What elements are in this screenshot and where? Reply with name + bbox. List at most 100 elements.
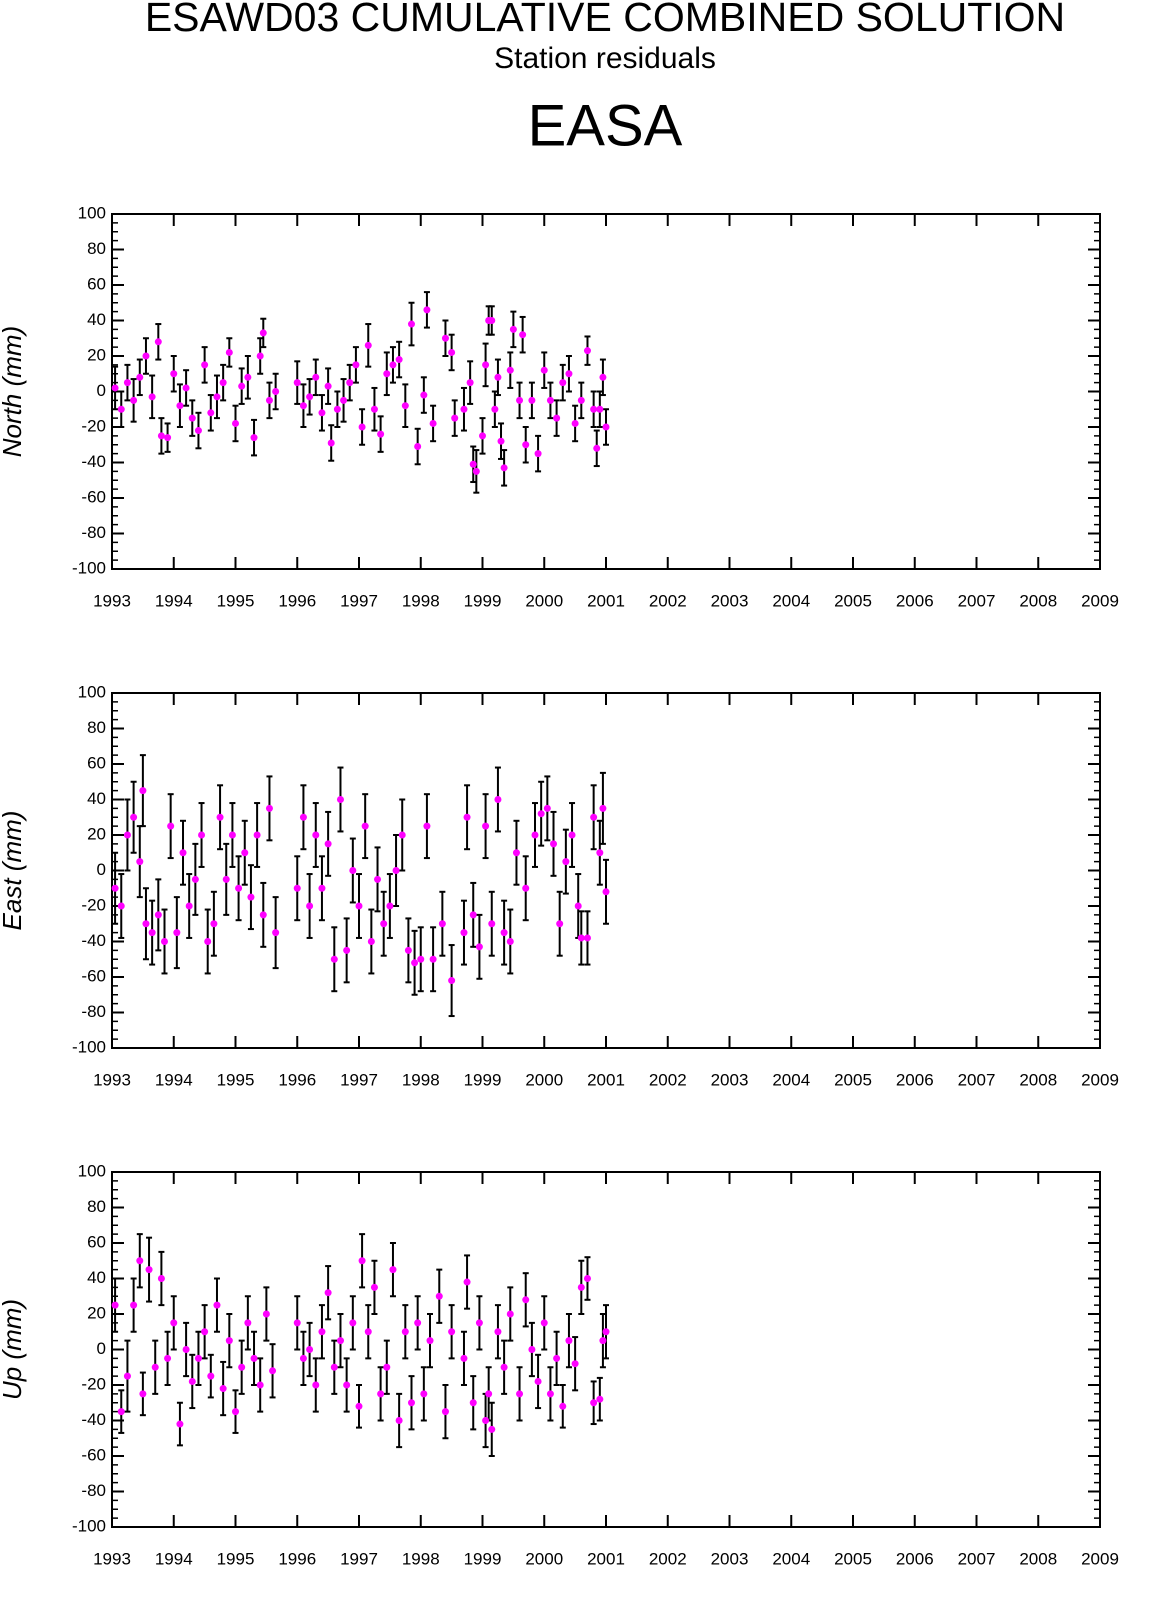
x-tick-label: 2008: [1019, 591, 1057, 610]
data-point: [151, 1363, 159, 1371]
x-tick-label: 2008: [1019, 1070, 1057, 1089]
data-point: [145, 1266, 153, 1274]
data-point: [522, 441, 530, 449]
data-point: [522, 1296, 530, 1304]
y-tick-label: 20: [87, 1303, 106, 1322]
y-tick-label: 0: [97, 381, 106, 400]
data-point: [577, 1283, 585, 1291]
x-tick-label: 1993: [93, 1070, 131, 1089]
data-point: [364, 341, 372, 349]
data-point: [293, 379, 301, 387]
x-tick-label: 1994: [155, 1549, 193, 1568]
data-point: [213, 393, 221, 401]
data-point: [423, 306, 431, 314]
data-point: [593, 444, 601, 452]
x-tick-label: 2004: [772, 591, 810, 610]
data-point: [364, 1328, 372, 1336]
data-point: [559, 379, 567, 387]
data-point: [590, 1399, 598, 1407]
data-point: [590, 405, 598, 413]
data-point: [565, 370, 573, 378]
x-tick-label: 2005: [834, 1549, 872, 1568]
data-point: [358, 1257, 366, 1265]
x-tick-label: 2009: [1081, 1070, 1119, 1089]
y-tick-label: -40: [81, 1410, 106, 1429]
data-point: [562, 858, 570, 866]
data-point: [210, 920, 218, 928]
x-tick-label: 1994: [155, 591, 193, 610]
data-point: [238, 1363, 246, 1371]
data-point: [265, 804, 273, 812]
data-point: [429, 955, 437, 963]
data-point: [306, 1346, 314, 1353]
data-point: [265, 396, 273, 404]
y-tick-label: 40: [87, 310, 106, 329]
data-point: [299, 402, 307, 410]
data-point: [117, 902, 125, 910]
x-tick-label: 2001: [587, 591, 625, 610]
data-point: [512, 849, 520, 857]
data-point: [448, 348, 456, 356]
data-point: [318, 409, 326, 417]
data-point: [574, 902, 582, 910]
x-tick-label: 2009: [1081, 1549, 1119, 1568]
data-point: [494, 1328, 502, 1336]
data-point: [235, 884, 243, 892]
data-point: [380, 920, 388, 928]
data-point: [383, 370, 391, 378]
data-point: [568, 831, 576, 839]
x-tick-label: 2004: [772, 1070, 810, 1089]
data-point: [343, 946, 351, 954]
data-point: [352, 361, 360, 369]
data-point: [154, 338, 162, 346]
data-point: [247, 893, 255, 901]
data-point: [343, 1381, 351, 1389]
data-point: [565, 1337, 573, 1345]
data-point: [553, 1354, 561, 1362]
y-tick-label: 80: [87, 239, 106, 258]
data-point: [312, 831, 320, 839]
y-tick-label: -60: [81, 487, 106, 506]
x-tick-label: 1993: [93, 591, 131, 610]
data-point: [272, 929, 280, 937]
x-tick-label: 2006: [896, 1070, 934, 1089]
x-tick-label: 2003: [711, 591, 749, 610]
x-tick-label: 1995: [217, 591, 255, 610]
data-point: [441, 1408, 449, 1416]
data-point: [213, 1301, 221, 1309]
data-point: [123, 831, 131, 839]
data-point: [148, 393, 156, 401]
data-point: [420, 391, 428, 399]
x-tick-label: 2006: [896, 1549, 934, 1568]
data-point: [546, 396, 554, 404]
x-tick-label: 2006: [896, 591, 934, 610]
data-point: [219, 379, 227, 387]
y-tick-label: 60: [87, 753, 106, 772]
data-point: [244, 1319, 252, 1327]
data-point: [160, 938, 168, 945]
data-point: [111, 1301, 119, 1309]
data-point: [256, 1381, 264, 1389]
data-point: [386, 902, 394, 910]
y-tick-label: 20: [87, 345, 106, 364]
data-point: [398, 831, 406, 839]
data-point: [401, 1328, 409, 1336]
y-tick-label: -100: [72, 1037, 106, 1056]
x-tick-label: 2003: [711, 1549, 749, 1568]
data-point: [176, 1420, 184, 1428]
plot-frame: [111, 213, 1101, 570]
data-point: [312, 373, 320, 381]
data-point: [306, 393, 314, 401]
data-point: [506, 366, 514, 374]
y-tick-label: 60: [87, 1232, 106, 1251]
data-point: [250, 1354, 258, 1362]
x-tick-label: 1997: [340, 591, 378, 610]
data-point: [599, 373, 607, 381]
data-point: [228, 831, 236, 839]
data-point: [420, 1390, 428, 1398]
data-point: [528, 396, 536, 404]
data-point: [407, 320, 415, 328]
data-point: [318, 884, 326, 892]
data-point: [272, 388, 280, 395]
